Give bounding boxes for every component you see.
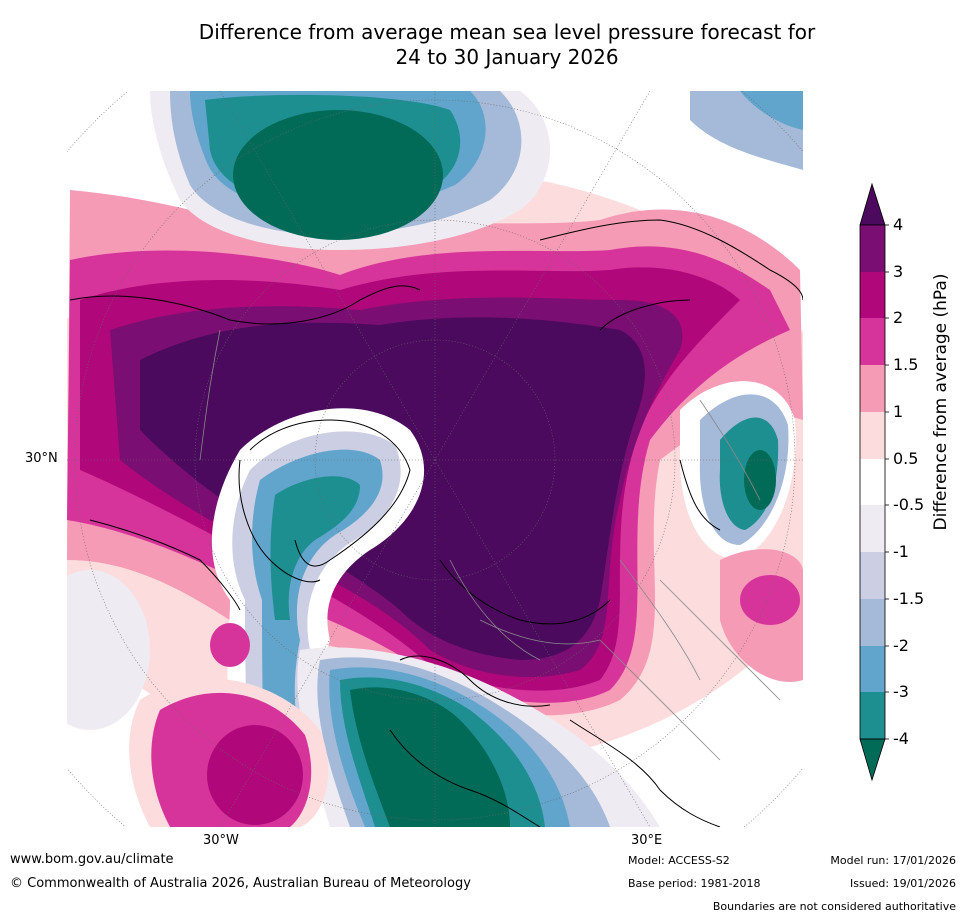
colorbar-tick-label: 4 bbox=[893, 215, 904, 234]
anomaly-neg-ne-2 bbox=[740, 91, 803, 130]
colorbar-seg--2--3 bbox=[860, 646, 885, 692]
pressure-anomaly-map bbox=[67, 91, 803, 827]
title-line-2: 24 to 30 January 2026 bbox=[395, 45, 619, 69]
country-borders bbox=[199, 329, 781, 761]
footer-model: Model: ACCESS-S2 bbox=[628, 854, 730, 867]
colorbar-tick-label: -1 bbox=[893, 542, 909, 561]
colorbar-tick-label: 0.5 bbox=[893, 449, 919, 468]
lon-label-30e: 30°E bbox=[631, 833, 663, 848]
colorbar-triangle-top bbox=[859, 182, 886, 226]
colorbar-frame bbox=[859, 224, 886, 740]
colorbar-tick-label: 1.5 bbox=[893, 355, 919, 374]
anomaly-neg-greenland-3 bbox=[270, 476, 360, 620]
lon-label-30w: 30°W bbox=[203, 833, 239, 848]
footer-model-run: Model run: 17/01/2026 bbox=[830, 854, 956, 867]
colorbar-tick-label: 2 bbox=[893, 308, 904, 327]
anomaly-neg-pacific-core bbox=[233, 110, 443, 240]
footer-website[interactable]: www.bom.gov.au/climate bbox=[10, 852, 174, 867]
colorbar-tick-label: -2 bbox=[893, 636, 909, 655]
footer-issued: Issued: 19/01/2026 bbox=[849, 877, 956, 890]
colorbar-seg--1.5--2 bbox=[860, 599, 885, 646]
anomaly-neg-lavender-sw bbox=[67, 570, 150, 730]
colorbar-seg-3-2 bbox=[860, 272, 885, 318]
colorbar-seg-0.5--0.5 bbox=[860, 459, 885, 505]
anomaly-neg-asia-core bbox=[744, 450, 776, 510]
footer-boundaries-note: Boundaries are not considered authoritat… bbox=[712, 900, 956, 913]
colorbar-tick-label: 1 bbox=[893, 402, 904, 421]
colorbar-tick-label: -0.5 bbox=[893, 495, 925, 514]
chart-title: Difference from average mean sea level p… bbox=[0, 20, 965, 70]
footer-base-period: Base period: 1981-2018 bbox=[628, 877, 761, 890]
anomaly-pos-atlantic-core bbox=[207, 725, 303, 825]
colorbar-seg--3--4 bbox=[860, 692, 885, 739]
anomaly-neg-europe-core bbox=[350, 687, 510, 827]
colorbar-seg--0.5--1 bbox=[860, 505, 885, 552]
colorbar-seg-1.5-1 bbox=[860, 365, 885, 412]
colorbar-tick-label: 3 bbox=[893, 262, 904, 281]
colorbar-tick-label: -4 bbox=[893, 729, 909, 748]
anomaly-pos-atlantic-small bbox=[210, 623, 250, 667]
colorbar-tick-label: -1.5 bbox=[893, 589, 925, 608]
colorbar-seg--1--1.5 bbox=[860, 552, 885, 599]
footer-copyright: © Commonwealth of Australia 2026, Austra… bbox=[10, 876, 471, 891]
graticule bbox=[67, 91, 803, 827]
lat-label-30n: 30°N bbox=[25, 451, 58, 466]
anomaly-pos-eastasia-core bbox=[740, 575, 800, 625]
colorbar-triangle-bottom bbox=[859, 738, 886, 782]
colorbar-seg-1-0.5 bbox=[860, 412, 885, 459]
title-line-1: Difference from average mean sea level p… bbox=[198, 20, 816, 44]
colorbar-tick-label: -3 bbox=[893, 682, 909, 701]
coastlines bbox=[69, 219, 803, 827]
colorbar-seg-2-1.5 bbox=[860, 318, 885, 365]
colorbar-axis-label: Difference from average (hPa) bbox=[931, 273, 951, 531]
colorbar-tick-marks bbox=[885, 224, 889, 740]
colorbar-seg-4-3 bbox=[860, 225, 885, 272]
